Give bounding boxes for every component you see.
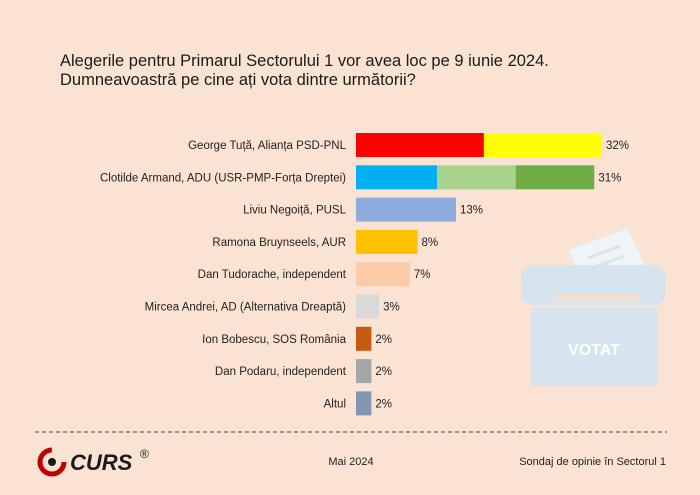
bar-segment (437, 165, 516, 190)
bar-segment (356, 326, 372, 351)
footer-date: Mai 2024 (328, 456, 373, 468)
category-label: Altul (324, 398, 346, 410)
logo-registered: ® (140, 447, 149, 461)
bar-segment (356, 229, 418, 254)
ballot-box-body (531, 308, 657, 386)
bar-row: George Tuță, Alianța PSD-PNL 32% (188, 133, 629, 157)
category-label: Dan Podaru, independent (215, 366, 347, 378)
value-label: 32% (606, 140, 629, 152)
category-label: Liviu Negoiță, PUSL (243, 205, 347, 217)
logo-dot-icon (48, 458, 56, 466)
chart-title-line-2: Dumneavoastră pe cine ați vota dintre ur… (60, 71, 416, 89)
bar-row: Dan Podaru, independent 2% (215, 359, 392, 384)
bar-segment (356, 197, 456, 222)
value-label: 2% (375, 366, 392, 378)
bar-row: Ion Bobescu, SOS România 2% (202, 326, 392, 351)
bar-row: Liviu Negoiță, PUSL 13% (243, 197, 483, 222)
value-label: 2% (375, 334, 392, 346)
value-label: 13% (460, 205, 483, 217)
chart-title-line-1: Alegerile pentru Primarul Sectorului 1 v… (60, 52, 549, 70)
category-label: Dan Tudorache, independent (198, 269, 347, 281)
value-label: 2% (375, 398, 392, 410)
logo-text: CURS (70, 450, 133, 475)
category-label: Clotilde Armand, ADU (USR-PMP-Forța Drep… (100, 172, 346, 184)
category-label: Ramona Bruynseels, AUR (212, 237, 346, 249)
category-label: Ion Bobescu, SOS România (202, 334, 346, 346)
ballot-box-illustration: VOTAT (521, 227, 666, 386)
category-label: Mircea Andrei, AD (Alternativa Dreaptă) (145, 302, 347, 314)
bar-segment (356, 294, 380, 319)
ballot-slot (553, 294, 639, 302)
bar-segment (356, 133, 484, 157)
value-label: 31% (598, 172, 621, 184)
bar-segment (356, 165, 438, 190)
bar-row: Ramona Bruynseels, AUR 8% (212, 229, 439, 254)
value-label: 8% (422, 237, 439, 249)
bar-row: Mircea Andrei, AD (Alternativa Dreaptă) 3… (145, 294, 400, 319)
bar-row: Dan Tudorache, independent 7% (198, 262, 431, 287)
bar-segment (515, 165, 595, 190)
category-label: George Tuță, Alianța PSD-PNL (188, 140, 346, 152)
bar-segment (356, 359, 372, 384)
value-label: 3% (383, 302, 400, 314)
bar-row: Clotilde Armand, ADU (USR-PMP-Forța Drep… (100, 165, 621, 190)
bar-segment (356, 391, 372, 416)
curs-logo: CURS ® (37, 447, 149, 477)
logo-swoosh-icon (37, 447, 67, 477)
bars-layer: George Tuță, Alianța PSD-PNL 32% Clotilde … (100, 133, 629, 416)
ballot-paper-line (587, 244, 621, 260)
value-label: 7% (414, 269, 431, 281)
bar-segment (356, 262, 410, 287)
chart-title: Alegerile pentru Primarul Sectorului 1 v… (60, 52, 553, 89)
bar-row: Altul 2% (324, 391, 392, 416)
bar-segment (483, 133, 602, 157)
ballot-box-label: VOTAT (568, 342, 620, 359)
footer-source: Sondaj de opinie în Sectorul 1 (519, 456, 666, 468)
